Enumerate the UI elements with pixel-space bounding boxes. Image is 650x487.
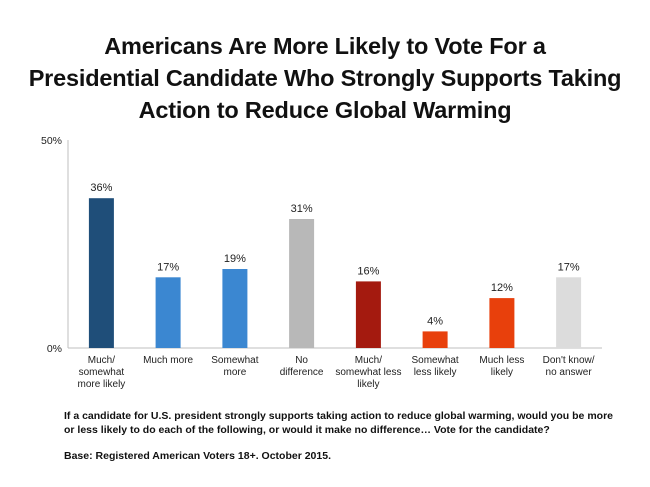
bar xyxy=(289,219,315,348)
category-label-line: somewhat xyxy=(79,367,125,378)
chart-title-line: Americans Are More Likely to Vote For a xyxy=(104,33,546,59)
category-label-line: Much/ xyxy=(355,355,382,366)
category-label: Somewhat more xyxy=(211,355,258,378)
chart-title: Americans Are More Likely to Vote For a … xyxy=(0,30,650,126)
category-label-line: Much less xyxy=(479,355,524,366)
category-label: Don't know/no answer xyxy=(543,355,595,378)
question-note: If a candidate for U.S. president strong… xyxy=(64,410,613,436)
bar-value-label: 31% xyxy=(291,203,313,215)
category-label-line: more likely xyxy=(78,379,126,390)
bar-value-label: 16% xyxy=(357,265,379,277)
category-label: Somewhat less likely xyxy=(411,355,458,378)
bar xyxy=(556,277,582,348)
category-label-line: difference xyxy=(280,367,324,378)
category-label-line: Much/ xyxy=(88,355,115,366)
category-label-line: less likely xyxy=(414,367,457,378)
category-label-line: Much more xyxy=(143,355,193,366)
category-label-line: Don't know/ xyxy=(543,355,595,366)
bar-value-label: 36% xyxy=(90,182,112,194)
bar-value-label: 12% xyxy=(491,282,513,294)
category-label-line: more xyxy=(224,367,247,378)
bar xyxy=(222,269,248,348)
bar xyxy=(88,198,114,348)
chart-title-line: Presidential Candidate Who Strongly Supp… xyxy=(28,65,622,91)
y-tick-label: 50% xyxy=(41,135,62,147)
bar xyxy=(155,277,181,348)
category-label-line: No xyxy=(295,355,308,366)
category-label-line: Somewhat xyxy=(411,355,458,366)
y-tick-label: 0% xyxy=(47,343,62,355)
category-label: Much/somewhat more likely xyxy=(78,355,126,390)
bar xyxy=(422,331,448,348)
category-label-line: likely xyxy=(491,367,513,378)
category-label-line: somewhat less xyxy=(335,367,401,378)
category-label-line: no answer xyxy=(546,367,593,378)
chart-title-line: Action to Reduce Global Warming xyxy=(138,97,512,123)
base-note: Base: Registered American Voters 18+. Oc… xyxy=(64,450,331,462)
category-label: No difference xyxy=(280,355,324,378)
bar-value-label: 19% xyxy=(224,253,246,265)
bar-value-label: 17% xyxy=(157,261,179,273)
category-label-line: Somewhat xyxy=(211,355,258,366)
bar-value-label: 17% xyxy=(558,261,580,273)
category-label: Much less likely xyxy=(479,355,524,378)
bar-chart: 50% 0% 36%Much/somewhat more likely17%Muc… xyxy=(41,135,602,390)
category-label-line: likely xyxy=(357,379,379,390)
bar xyxy=(489,298,515,348)
category-label: Much more xyxy=(143,355,193,366)
bar xyxy=(355,281,381,348)
bar-value-label: 4% xyxy=(427,315,443,327)
category-label: Much/somewhat less likely xyxy=(335,355,401,390)
